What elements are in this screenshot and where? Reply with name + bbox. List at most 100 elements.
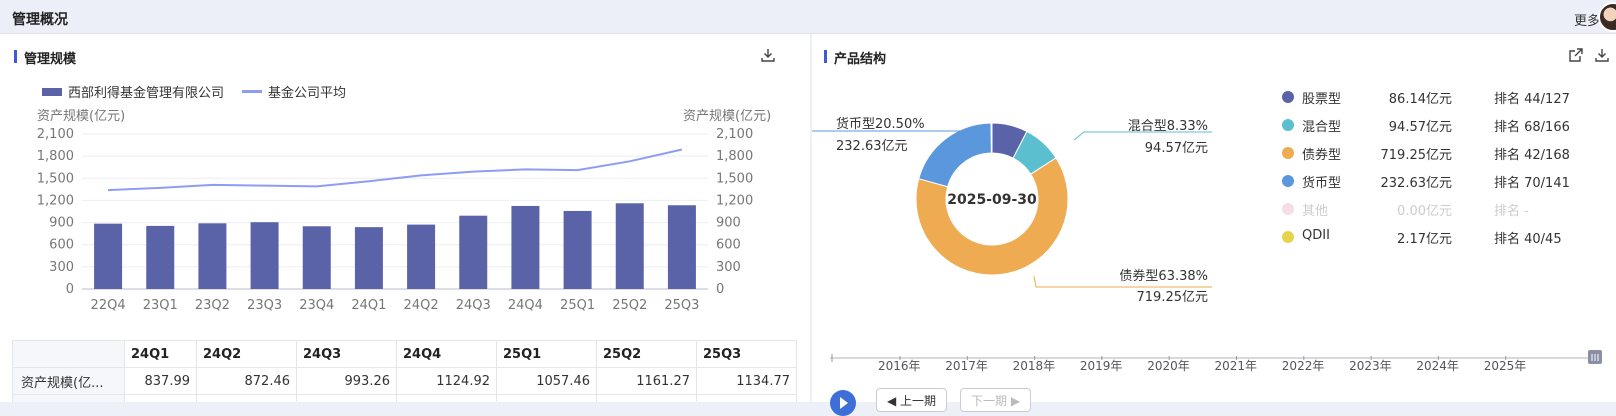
- timeline-axis: [830, 350, 1602, 364]
- table-cell: [496, 394, 597, 402]
- timeline-year-label[interactable]: 2020年: [1147, 359, 1190, 373]
- callout-bond-amt: 719.25亿元: [1137, 290, 1209, 305]
- legend-row[interactable]: QDII 2.17亿元 排名 40/45: [1282, 227, 1602, 247]
- callout-money: 货币型20.50% 232.63亿元: [812, 116, 976, 154]
- bar[interactable]: [94, 223, 123, 289]
- bar[interactable]: [563, 210, 592, 289]
- download-icon[interactable]: [1594, 47, 1610, 63]
- legend-row[interactable]: 其他 0.00亿元 排名 -: [1282, 199, 1602, 219]
- legend-row[interactable]: 股票型 86.14亿元 排名 44/127: [1282, 87, 1602, 107]
- table-cell: [596, 394, 697, 402]
- average-line[interactable]: [108, 148, 683, 192]
- legend-dot: [1282, 175, 1294, 187]
- callout-money-amt: 232.63亿元: [836, 139, 908, 154]
- row-label: 排名: [12, 394, 125, 402]
- bar[interactable]: [146, 225, 175, 289]
- y-tick-label-left: 300: [49, 260, 74, 275]
- donut-slice[interactable]: [915, 157, 1069, 276]
- avatar[interactable]: [1598, 2, 1616, 32]
- timeline-year-label[interactable]: 2025年: [1483, 359, 1527, 373]
- scale-panel-title: 管理规模: [14, 48, 76, 67]
- y-tick-label-right: 900: [716, 216, 741, 231]
- timeline-year-label[interactable]: 2017年: [945, 359, 988, 373]
- chart-legend: 西部利得基金管理有限公司 基金公司平均: [42, 82, 346, 101]
- bar[interactable]: [511, 205, 540, 289]
- callout-money-pct: 货币型20.50%: [836, 116, 925, 132]
- y-tick-label-right: 300: [716, 260, 741, 275]
- legend-label-company: 西部利得基金管理有限公司: [68, 86, 225, 101]
- bar[interactable]: [407, 224, 436, 289]
- legend-row[interactable]: 货币型 232.63亿元 排名 70/141: [1282, 171, 1602, 191]
- external-link-icon[interactable]: [1568, 47, 1584, 63]
- timeline-year-label[interactable]: 2023年: [1349, 359, 1392, 373]
- bar[interactable]: [302, 226, 331, 289]
- legend-dot: [1282, 231, 1294, 243]
- bar[interactable]: [250, 222, 279, 289]
- legend-rank: 排名 -: [1494, 204, 1529, 219]
- table-cell: 837.99: [124, 367, 197, 395]
- callout-bond-pct: 债券型63.38%: [1119, 268, 1208, 284]
- legend-swatch-line: [242, 90, 263, 93]
- callout-mixed-pct: 混合型8.33%: [1128, 119, 1208, 134]
- legend-item-average[interactable]: 基金公司平均: [242, 82, 346, 101]
- table-cell: 993.26: [296, 367, 397, 395]
- table-cell: 1124.92: [396, 367, 497, 395]
- legend-row[interactable]: 混合型 94.57亿元 排名 68/166: [1282, 115, 1602, 135]
- bar[interactable]: [354, 227, 383, 289]
- top-bar: 管理概况 更多: [0, 0, 1616, 34]
- bar[interactable]: [198, 223, 227, 289]
- legend-item-company[interactable]: 西部利得基金管理有限公司: [42, 82, 224, 101]
- timeline-year-label[interactable]: 2024年: [1416, 359, 1459, 373]
- y-tick-label-left: 0: [66, 282, 74, 297]
- x-tick-label: 23Q4: [299, 298, 334, 313]
- table-cell: [124, 394, 197, 402]
- x-tick-label: 23Q1: [143, 298, 178, 313]
- col-header: 24Q2: [196, 340, 297, 368]
- y-axis-title-right: 资产规模(亿元): [683, 109, 772, 124]
- legend-rank: 排名 68/166: [1494, 120, 1570, 135]
- legend-dot: [1282, 91, 1294, 103]
- timeline-year-label[interactable]: 2016年: [878, 359, 921, 373]
- scale-panel: 管理规模 西部利得基金管理有限公司 基金公司平均 资产规模(亿元) 资产规模(亿…: [0, 34, 810, 402]
- legend-rank: 排名 44/127: [1494, 92, 1570, 107]
- legend-amount: 719.25亿元: [1380, 148, 1453, 163]
- play-icon[interactable]: [830, 390, 856, 416]
- prev-period-button[interactable]: ◀ 上一期: [876, 388, 948, 412]
- table-row: 资产规模(亿... 837.99 872.46 993.26 1124.92 1…: [12, 367, 797, 395]
- legend-row[interactable]: 债券型 719.25亿元 排名 42/168: [1282, 143, 1602, 163]
- table-row: 排名: [12, 394, 797, 402]
- table-cell: [296, 394, 397, 402]
- donut-slice[interactable]: [918, 122, 992, 188]
- y-tick-label-left: 2,100: [37, 127, 74, 142]
- timeline-year-label[interactable]: 2022年: [1281, 359, 1325, 373]
- donut-slice[interactable]: [990, 122, 993, 154]
- y-tick-label-right: 1,800: [716, 149, 753, 164]
- download-icon[interactable]: [760, 47, 776, 63]
- more-link[interactable]: 更多: [1574, 14, 1601, 29]
- legend-name: 货币型: [1302, 176, 1342, 191]
- legend-rank: 排名 40/45: [1494, 232, 1562, 247]
- legend-amount: 232.63亿元: [1380, 176, 1453, 191]
- donut-center-label: 2025-09-30: [947, 192, 1037, 208]
- y-tick-label-left: 600: [49, 238, 74, 253]
- legend-amount: 0.00亿元: [1397, 204, 1452, 219]
- timeline-year-label[interactable]: 2021年: [1214, 359, 1258, 373]
- col-header: 25Q2: [596, 340, 697, 368]
- timeline-year-label[interactable]: 2019年: [1079, 359, 1123, 373]
- x-tick-label: 23Q3: [247, 298, 282, 313]
- x-tick-label: 25Q3: [664, 298, 699, 313]
- x-tick-label: 23Q2: [195, 298, 230, 313]
- bar[interactable]: [667, 205, 696, 289]
- x-tick-label: 24Q1: [351, 298, 386, 313]
- y-tick-label-right: 0: [716, 282, 724, 297]
- scale-chart: 0 0 300 300 600 600 900 900 1,200 1,200 1,500 1,500…: [37, 127, 753, 313]
- structure-panel-title: 产品结构: [824, 48, 886, 67]
- bar[interactable]: [459, 215, 488, 289]
- legend-swatch-bar: [42, 87, 62, 96]
- x-tick-label: 24Q3: [456, 298, 491, 313]
- timeline: 2016年 2017年 2018年 2019年 2020年 2021年 2022年 2023年…: [830, 346, 1606, 416]
- bar[interactable]: [615, 203, 644, 289]
- legend-amount: 86.14亿元: [1388, 92, 1452, 107]
- next-period-button[interactable]: 下一期 ▶: [960, 388, 1032, 412]
- timeline-year-label[interactable]: 2018年: [1012, 359, 1056, 373]
